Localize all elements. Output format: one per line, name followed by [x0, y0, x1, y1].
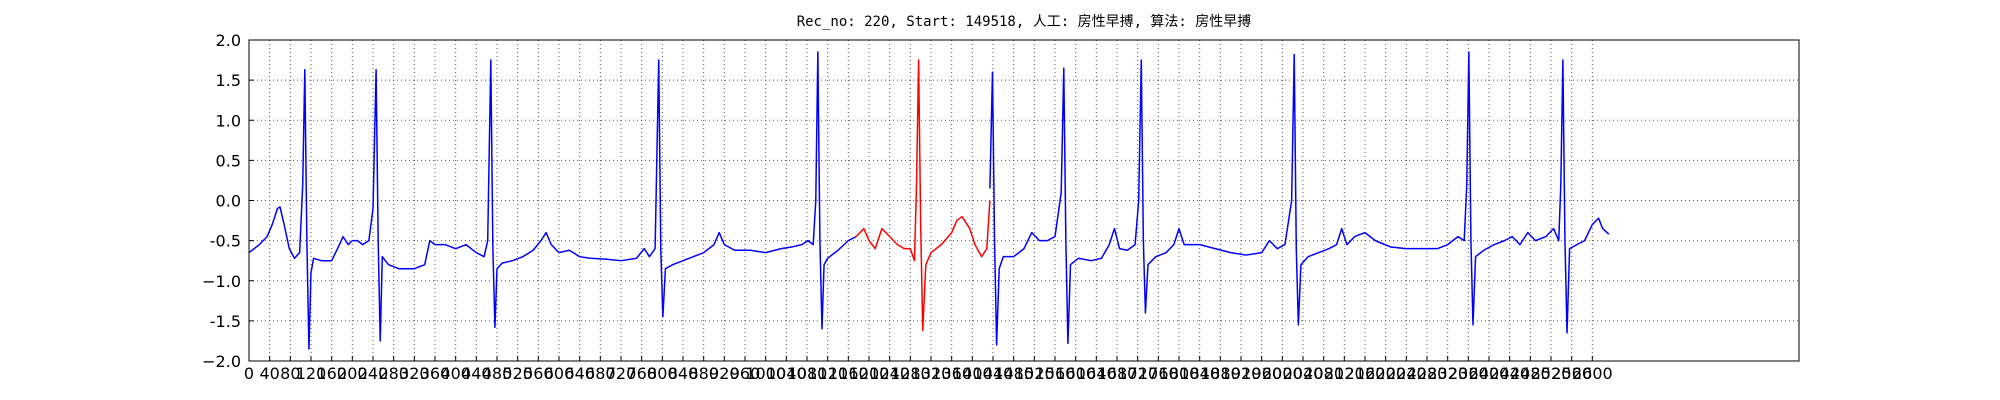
x-tick-label: 1680 [1097, 364, 1138, 383]
x-tick-label: 280 [378, 364, 409, 383]
x-tick-label: 2280 [1407, 364, 1448, 383]
x-tick-label: 560 [523, 364, 554, 383]
y-tick-label: 0.5 [216, 151, 241, 170]
ecg-line [989, 51, 1610, 346]
x-tick-label: 1000 [745, 364, 786, 383]
x-tick-label: 320 [399, 364, 430, 383]
x-tick-label: 2040 [1283, 364, 1324, 383]
y-tick-label: 1.5 [216, 71, 241, 90]
chart-title: Rec_no: 220, Start: 149518, 人工: 房性早搏, 算法… [797, 13, 1252, 30]
y-tick-label: −2.0 [202, 352, 241, 371]
x-tick-label: 2000 [1262, 364, 1303, 383]
x-tick-label: 1880 [1200, 364, 1241, 383]
x-tick-label: 400 [440, 364, 471, 383]
x-tick-label: 2120 [1324, 364, 1365, 383]
x-tick-label: 1120 [807, 364, 848, 383]
x-tick-label: 880 [688, 364, 719, 383]
x-tick-label: 1320 [911, 364, 952, 383]
x-tick-label: 1640 [1076, 364, 1117, 383]
ecg-line [248, 51, 857, 350]
x-tick-label: 1280 [890, 364, 931, 383]
x-tick-label: 680 [585, 364, 616, 383]
x-tick-label: 720 [606, 364, 637, 383]
y-tick-label: 2.0 [216, 31, 241, 50]
x-tick-label: 240 [358, 364, 389, 383]
x-tick-label: 2480 [1510, 364, 1551, 383]
x-tick-label: 1720 [1117, 364, 1158, 383]
x-tick-label: 600 [544, 364, 575, 383]
y-tick-label: −1.0 [202, 272, 241, 291]
x-tick-label: 160 [316, 364, 347, 383]
x-tick-label: 120 [296, 364, 327, 383]
x-tick-label: 1840 [1179, 364, 1220, 383]
x-tick-label: 480 [482, 364, 513, 383]
x-tick-label: 1480 [993, 364, 1034, 383]
x-tick-label: 760 [626, 364, 657, 383]
x-tick-label: 1400 [952, 364, 993, 383]
x-tick-label: 40 [259, 364, 279, 383]
x-tick-label: 1040 [766, 364, 807, 383]
x-tick-label: 1240 [869, 364, 910, 383]
x-tick-label: 1760 [1138, 364, 1179, 383]
x-tick-label: 2400 [1469, 364, 1510, 383]
grid [248, 39, 1799, 362]
x-tick-label: 2520 [1531, 364, 1572, 383]
axes: 0 40 8012016020024028032036040044048052056… [202, 31, 1800, 383]
x-tick-label: 1520 [1014, 364, 1055, 383]
x-tick-label: 1080 [787, 364, 828, 383]
x-tick-label: 2200 [1365, 364, 1406, 383]
x-tick-label: 200 [337, 364, 368, 383]
x-tick-label: 360 [420, 364, 451, 383]
x-tick-label: 640 [564, 364, 595, 383]
x-tick-label: 920 [709, 364, 740, 383]
plot-frame [248, 39, 1800, 362]
x-tick-label: 80 [280, 364, 300, 383]
x-tick-label: 1360 [931, 364, 972, 383]
x-tick-label: 840 [668, 364, 699, 383]
x-tick-label: 440 [461, 364, 492, 383]
x-tick-label: 2080 [1303, 364, 1344, 383]
x-tick-label: 800 [647, 364, 678, 383]
x-tick-label: 2440 [1489, 364, 1530, 383]
lines [248, 51, 1610, 350]
x-tick-label: 2600 [1572, 364, 1613, 383]
x-tick-label: 1600 [1055, 364, 1096, 383]
x-tick-label: 1800 [1159, 364, 1200, 383]
x-tick-label: 2240 [1386, 364, 1427, 383]
ecg-line [855, 59, 991, 332]
x-tick-label: 1160 [828, 364, 869, 383]
x-tick-label: 1560 [1035, 364, 1076, 383]
x-tick-label: 1960 [1241, 364, 1282, 383]
y-tick-label: 0.0 [216, 192, 241, 211]
x-tick-label: 2360 [1448, 364, 1489, 383]
x-tick-label: 1440 [973, 364, 1014, 383]
y-tick-label: -1.5 [210, 312, 241, 331]
y-tick-label: -0.5 [210, 232, 241, 251]
x-tick-label: 2560 [1551, 364, 1592, 383]
x-tick-label: 0 [244, 364, 254, 383]
x-tick-label: 1200 [849, 364, 890, 383]
x-tick-label: 520 [502, 364, 533, 383]
x-tick-label: 1920 [1221, 364, 1262, 383]
x-tick-label: 960 [730, 364, 761, 383]
x-tick-label: 2320 [1427, 364, 1468, 383]
y-tick-label: 1.0 [216, 111, 241, 130]
x-tick-label: 2160 [1345, 364, 1386, 383]
